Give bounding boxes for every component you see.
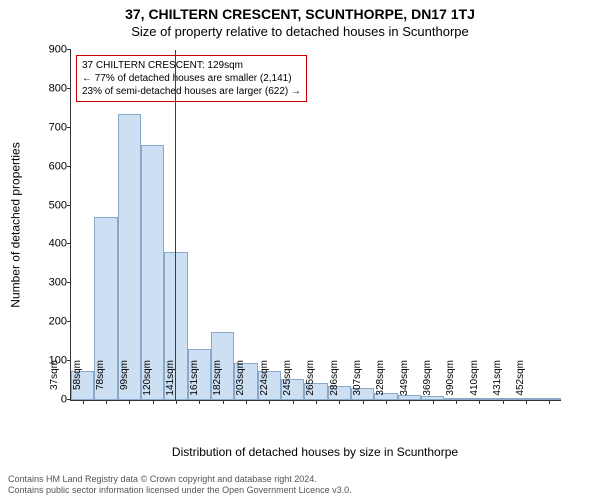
x-tick-label: 182sqm	[210, 360, 223, 400]
chart-container: 37, CHILTERN CRESCENT, SCUNTHORPE, DN17 …	[0, 0, 600, 500]
x-tick-label: 245sqm	[280, 360, 293, 400]
y-tick-mark	[67, 243, 71, 244]
x-tick-label: 390sqm	[443, 360, 456, 400]
x-tick-label: 120sqm	[140, 360, 153, 400]
x-tick-label: 369sqm	[420, 360, 433, 400]
y-tick-mark	[67, 88, 71, 89]
y-tick-label: 200	[32, 317, 71, 328]
y-tick-mark	[67, 49, 71, 50]
x-tick-mark	[386, 400, 387, 404]
annotation-box: 37 CHILTERN CRESCENT: 129sqm ← 77% of de…	[76, 55, 307, 102]
x-tick-mark	[223, 400, 224, 404]
x-tick-label: 431sqm	[490, 360, 503, 400]
x-tick-mark	[339, 400, 340, 404]
annotation-line: ← 77% of detached houses are smaller (2,…	[82, 72, 301, 85]
x-tick-label: 224sqm	[257, 360, 270, 400]
y-tick-label: 400	[32, 239, 71, 250]
y-tick-mark	[67, 166, 71, 167]
x-tick-mark	[106, 400, 107, 404]
y-tick-label: 600	[32, 161, 71, 172]
x-tick-mark	[316, 400, 317, 404]
x-tick-label: 452sqm	[513, 360, 526, 400]
x-tick-label: 410sqm	[467, 360, 480, 400]
page-title: 37, CHILTERN CRESCENT, SCUNTHORPE, DN17 …	[0, 6, 600, 22]
annotation-line: 37 CHILTERN CRESCENT: 129sqm	[82, 59, 301, 72]
y-tick-label: 300	[32, 278, 71, 289]
histogram-bar	[118, 114, 141, 400]
x-tick-mark	[293, 400, 294, 404]
x-tick-label: 99sqm	[117, 360, 130, 400]
x-tick-mark	[199, 400, 200, 404]
x-tick-mark	[176, 400, 177, 404]
y-tick-label: 800	[32, 83, 71, 94]
y-tick-mark	[67, 205, 71, 206]
x-tick-mark	[269, 400, 270, 404]
x-axis-label: Distribution of detached houses by size …	[70, 445, 560, 459]
x-tick-label: 265sqm	[303, 360, 316, 400]
x-tick-label: 203sqm	[233, 360, 246, 400]
y-tick-label: 700	[32, 122, 71, 133]
x-tick-label: 37sqm	[47, 360, 60, 400]
footer-text: Contains HM Land Registry data © Crown c…	[8, 474, 352, 497]
x-tick-mark	[456, 400, 457, 404]
x-tick-mark	[153, 400, 154, 404]
plot-area: 37 CHILTERN CRESCENT: 129sqm ← 77% of de…	[70, 50, 561, 401]
x-tick-label: 328sqm	[373, 360, 386, 400]
y-tick-mark	[67, 127, 71, 128]
x-tick-label: 349sqm	[397, 360, 410, 400]
y-tick-mark	[67, 282, 71, 283]
x-tick-mark	[409, 400, 410, 404]
x-tick-mark	[83, 400, 84, 404]
reference-line	[175, 50, 176, 400]
x-tick-mark	[246, 400, 247, 404]
x-tick-label: 307sqm	[350, 360, 363, 400]
x-tick-mark	[433, 400, 434, 404]
x-tick-mark	[526, 400, 527, 404]
x-tick-mark	[479, 400, 480, 404]
x-tick-label: 161sqm	[187, 360, 200, 400]
page-subtitle: Size of property relative to detached ho…	[0, 24, 600, 39]
y-tick-mark	[67, 321, 71, 322]
y-tick-label: 500	[32, 200, 71, 211]
x-tick-label: 286sqm	[327, 360, 340, 400]
x-tick-label: 58sqm	[70, 360, 83, 400]
x-tick-mark	[363, 400, 364, 404]
x-tick-mark	[503, 400, 504, 404]
x-tick-mark	[129, 400, 130, 404]
y-axis-label: Number of detached properties	[6, 50, 26, 400]
x-tick-label: 78sqm	[93, 360, 106, 400]
y-tick-label: 900	[32, 45, 71, 56]
x-tick-mark	[549, 400, 550, 404]
annotation-line: 23% of semi-detached houses are larger (…	[82, 85, 301, 98]
